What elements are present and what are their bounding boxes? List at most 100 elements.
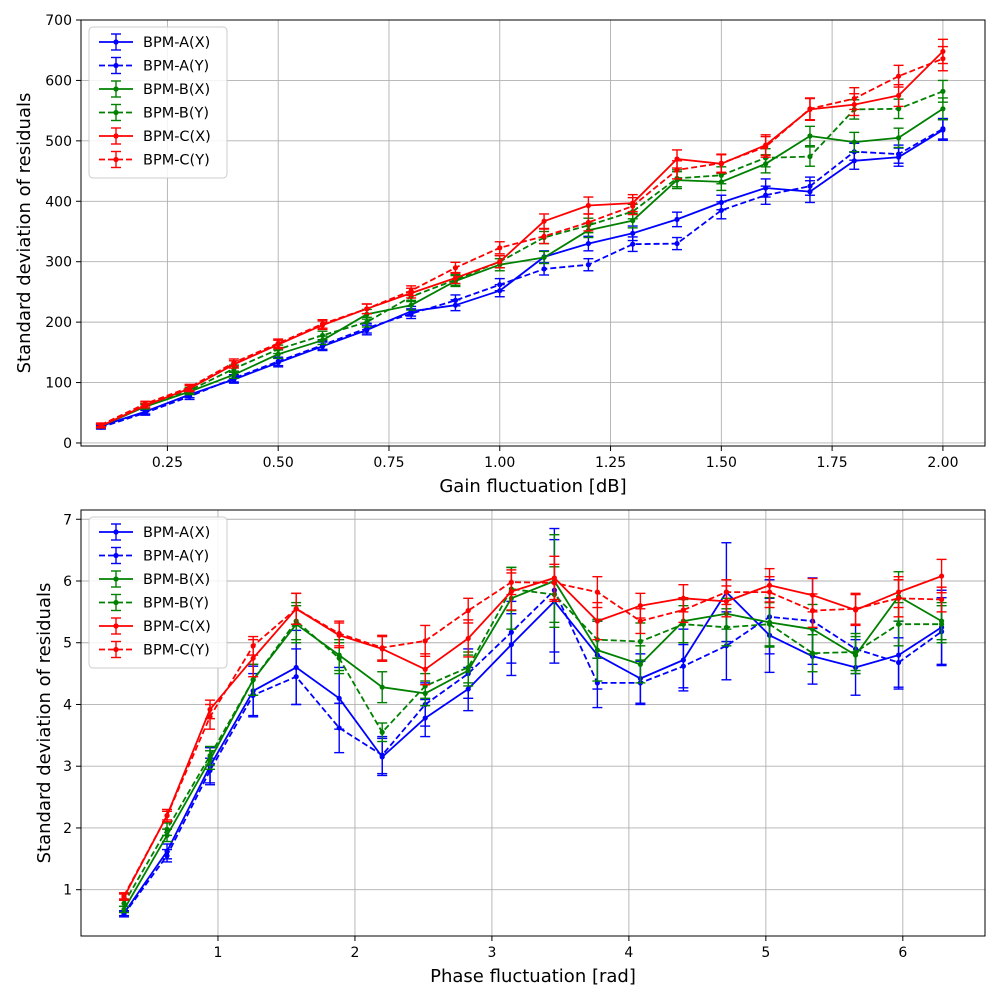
chart-0-point-2-3 xyxy=(231,372,237,378)
chart-0-legend-label-3: BPM-B(Y) xyxy=(143,106,209,122)
chart-0-point-3-6 xyxy=(364,319,370,325)
chart-0-point-1-16 xyxy=(807,183,813,189)
chart-0-point-2-17 xyxy=(851,139,857,145)
chart-1-point-5-13 xyxy=(680,607,686,613)
chart-0-point-2-18 xyxy=(895,135,902,141)
chart-0-point-5-11 xyxy=(585,219,591,226)
chart-1-plot-frame xyxy=(80,509,986,937)
chart-0-point-5-10 xyxy=(541,233,547,239)
chart-1-point-5-5 xyxy=(336,630,342,637)
chart-0-point-1-1 xyxy=(142,410,148,416)
chart-1-xtick-label-5: 6 xyxy=(898,945,907,961)
chart-0-point-5-2 xyxy=(186,384,193,390)
chart-0-point-5-4 xyxy=(275,340,281,346)
chart-0-point-2-10 xyxy=(541,254,547,261)
chart-0-series-line-1 xyxy=(100,128,944,429)
chart-0-xaxis-label: Gain fluctuation [dB] xyxy=(439,476,626,497)
chart-1-series-line-3 xyxy=(123,588,942,904)
chart-1-legend-box xyxy=(88,516,228,669)
chart-0-series-line-2 xyxy=(100,108,944,427)
chart-1-point-3-6 xyxy=(379,729,385,735)
chart-0-point-1-18 xyxy=(895,151,902,157)
chart-1-point-4-3 xyxy=(250,655,256,661)
chart-0-point-0-13 xyxy=(674,216,680,223)
phase-fluctuation-chart: 1 2 3 4 5 6 1 2 3 4 5 6 7 Phase fluctuation [rad] Stan… xyxy=(34,509,986,987)
chart-1-point-3-1 xyxy=(164,826,170,832)
chart-0-xtick-label-1: 0.50 xyxy=(263,455,294,471)
chart-0-legend-marker-4 xyxy=(113,133,119,139)
chart-1-series-line-5 xyxy=(123,581,942,897)
chart-1-legend-marker-2 xyxy=(113,576,119,582)
chart-0-point-5-7 xyxy=(408,288,414,294)
chart-1-point-1-5 xyxy=(336,725,342,731)
chart-0-point-1-4 xyxy=(275,358,281,365)
chart-1-point-0-5 xyxy=(336,695,342,701)
chart-0-point-2-16 xyxy=(807,133,813,139)
chart-1-series-line-1 xyxy=(123,589,943,915)
chart-1-point-3-12 xyxy=(637,638,643,645)
chart-1-point-3-17 xyxy=(852,649,859,655)
chart-1-point-1-13 xyxy=(680,663,686,669)
chart-1-point-2-12 xyxy=(637,661,643,667)
chart-0-legend-marker-5 xyxy=(113,156,119,163)
chart-1-legend-marker-4 xyxy=(113,623,119,629)
chart-1-legend-label-3: BPM-B(Y) xyxy=(143,596,209,612)
chart-0-series-line-0 xyxy=(100,129,944,427)
chart-1-series-line-4 xyxy=(123,575,942,898)
chart-0-xtick-label-0: 0.25 xyxy=(152,455,183,471)
chart-1-point-5-12 xyxy=(637,618,643,624)
chart-0-series-1 xyxy=(95,117,948,430)
chart-0-point-1-8 xyxy=(452,297,459,303)
chart-0-ytick-label-1: 100 xyxy=(45,376,72,392)
chart-0-point-1-13 xyxy=(674,240,680,247)
chart-1-ytick-label-5: 6 xyxy=(63,574,72,590)
chart-1-point-5-10 xyxy=(551,580,557,586)
chart-0-point-0-11 xyxy=(585,240,591,247)
chart-1-point-1-1 xyxy=(164,853,170,859)
chart-1-point-4-19 xyxy=(938,573,945,579)
chart-0-point-5-13 xyxy=(674,167,680,173)
chart-0-xtick-label-4: 1.25 xyxy=(595,455,626,471)
chart-1-point-3-15 xyxy=(766,621,773,627)
chart-0-point-1-11 xyxy=(585,262,591,268)
chart-0-legend-label-2: BPM-B(X) xyxy=(143,82,210,98)
chart-1-series-line-0 xyxy=(123,591,943,914)
chart-0-legend-label-1: BPM-A(Y) xyxy=(143,59,209,75)
chart-0-point-5-9 xyxy=(497,245,503,251)
chart-0-point-4-11 xyxy=(585,202,591,209)
chart-1-point-5-16 xyxy=(809,608,816,614)
chart-1-point-3-3 xyxy=(250,677,256,683)
chart-1-point-3-2 xyxy=(207,753,213,759)
chart-1-ytick-label-3: 4 xyxy=(63,697,72,713)
chart-1-xaxis-label: Phase fluctuation [rad] xyxy=(430,966,636,987)
chart-1-point-5-7 xyxy=(422,638,428,644)
chart-1-ytick-label-0: 1 xyxy=(63,883,72,899)
chart-1-yaxis-label: Standard deviation of residuals xyxy=(34,583,55,864)
chart-0-point-5-5 xyxy=(319,321,326,327)
chart-0-xtick-label-3: 1.00 xyxy=(484,455,515,471)
chart-1-ytick-label-4: 5 xyxy=(63,636,72,652)
chart-1-point-5-8 xyxy=(465,608,471,614)
chart-0-point-5-8 xyxy=(452,265,459,271)
chart-1-point-5-14 xyxy=(723,589,730,595)
chart-0-point-5-15 xyxy=(763,144,769,150)
chart-0-legend-label-5: BPM-C(Y) xyxy=(143,153,210,169)
chart-1-point-5-19 xyxy=(938,596,945,603)
chart-1-point-1-4 xyxy=(293,674,299,680)
chart-0-point-0-12 xyxy=(630,230,636,236)
chart-1-point-5-1 xyxy=(164,813,170,819)
chart-1-point-1-18 xyxy=(895,659,902,666)
chart-0-point-5-14 xyxy=(718,160,724,166)
chart-1-point-4-12 xyxy=(637,603,643,609)
chart-1-point-1-6 xyxy=(379,752,385,758)
chart-0-yaxis-label: Standard deviation of residuals xyxy=(14,93,35,374)
chart-0-legend: BPM-A(X) BPM-A(Y) BPM-B(X) BPM-B(Y) BPM-C(X)… xyxy=(88,26,228,179)
chart-0-point-5-16 xyxy=(807,106,813,112)
chart-0-point-3-16 xyxy=(807,153,813,160)
chart-0-point-3-19 xyxy=(940,88,946,94)
chart-1-point-2-0 xyxy=(121,906,127,913)
chart-0-point-2-7 xyxy=(408,302,414,308)
gain-fluctuation-chart: 0.25 0.50 0.75 1.00 1.25 1.50 1.75 2.00 0 100 200 3… xyxy=(14,13,986,497)
chart-1-legend-label-4: BPM-C(X) xyxy=(143,619,211,635)
